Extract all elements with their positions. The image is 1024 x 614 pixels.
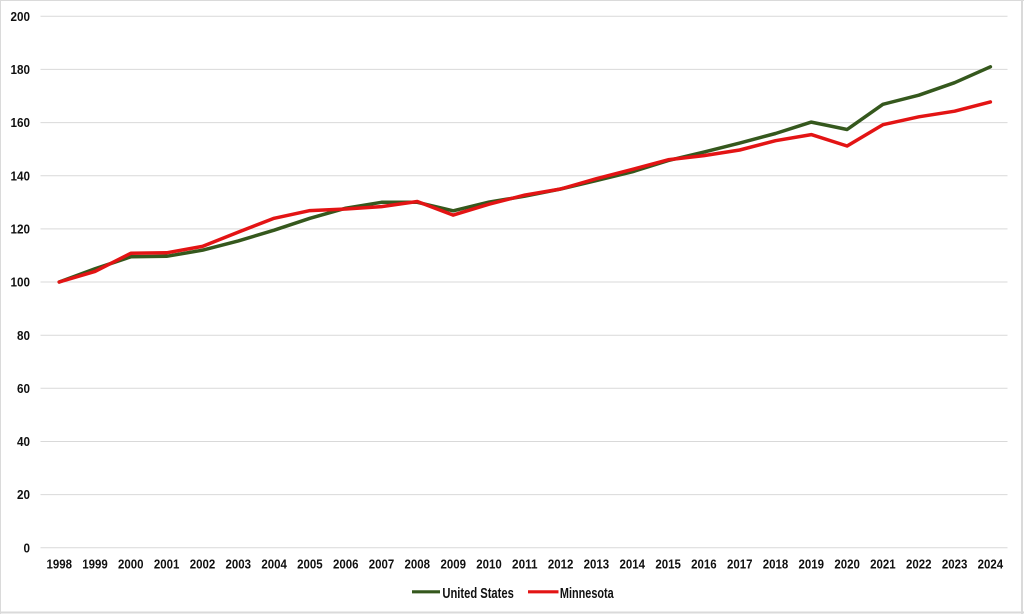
svg-text:2011: 2011: [512, 557, 538, 572]
svg-text:2010: 2010: [476, 557, 502, 572]
svg-text:140: 140: [11, 168, 31, 183]
svg-text:2020: 2020: [834, 557, 860, 572]
svg-text:2024: 2024: [978, 557, 1004, 572]
svg-text:1999: 1999: [82, 557, 108, 572]
svg-text:1998: 1998: [46, 557, 72, 572]
svg-text:2002: 2002: [190, 557, 216, 572]
svg-text:2000: 2000: [118, 557, 144, 572]
svg-text:60: 60: [17, 381, 30, 396]
svg-text:2005: 2005: [297, 557, 323, 572]
svg-text:2003: 2003: [226, 557, 252, 572]
svg-text:160: 160: [11, 115, 31, 130]
svg-text:20: 20: [17, 487, 30, 502]
svg-text:2013: 2013: [584, 557, 610, 572]
svg-text:2012: 2012: [548, 557, 574, 572]
svg-text:80: 80: [17, 328, 30, 343]
svg-text:2017: 2017: [727, 557, 753, 572]
svg-text:120: 120: [11, 222, 31, 237]
svg-text:2001: 2001: [154, 557, 180, 572]
svg-text:2018: 2018: [763, 557, 789, 572]
svg-text:2007: 2007: [369, 557, 395, 572]
svg-text:2019: 2019: [799, 557, 825, 572]
svg-text:2015: 2015: [655, 557, 681, 572]
svg-text:2021: 2021: [870, 557, 896, 572]
svg-text:United States: United States: [442, 585, 513, 602]
svg-text:2008: 2008: [405, 557, 431, 572]
svg-text:100: 100: [11, 275, 31, 290]
svg-text:2014: 2014: [619, 557, 645, 572]
svg-text:2023: 2023: [942, 557, 968, 572]
svg-text:2006: 2006: [333, 557, 359, 572]
svg-text:Minnesota: Minnesota: [560, 585, 614, 602]
svg-text:2004: 2004: [261, 557, 287, 572]
svg-text:2016: 2016: [691, 557, 717, 572]
svg-text:180: 180: [11, 62, 31, 77]
svg-text:200: 200: [11, 9, 31, 24]
svg-text:40: 40: [17, 434, 30, 449]
svg-text:2022: 2022: [906, 557, 932, 572]
svg-text:0: 0: [24, 540, 31, 555]
svg-text:2009: 2009: [440, 557, 466, 572]
